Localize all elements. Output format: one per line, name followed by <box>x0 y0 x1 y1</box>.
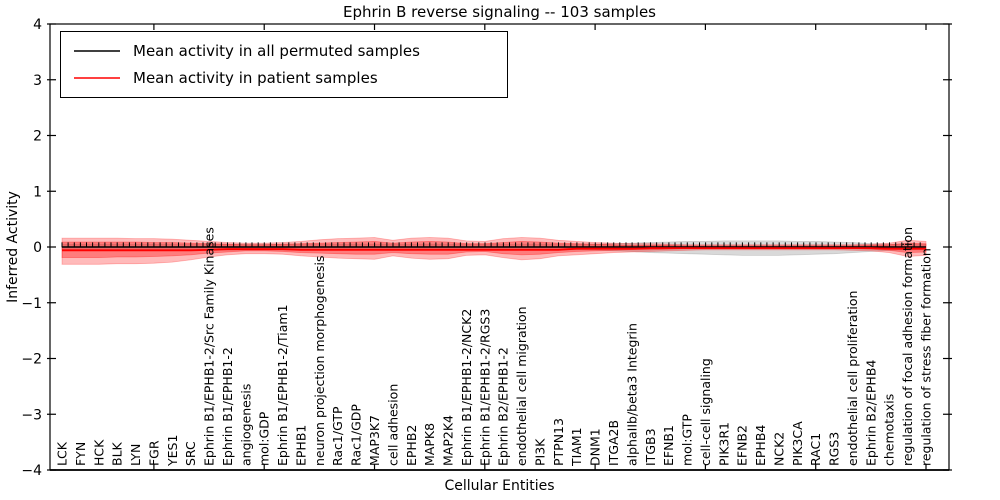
x-tick-label: cell-cell signaling <box>698 358 713 466</box>
x-tick-label: YES1 <box>165 435 180 467</box>
x-tick-label: BLK <box>110 441 125 466</box>
permuted-mean-markers <box>61 242 921 248</box>
x-tick-label: EPHB1 <box>293 425 308 466</box>
y-tick-label: 0 <box>33 240 42 256</box>
x-tick-label: RAC1 <box>808 433 823 466</box>
x-tick-label: RGS3 <box>827 432 842 466</box>
y-tick-label: −4 <box>21 463 42 479</box>
x-tick-label: PTPN13 <box>551 418 566 466</box>
x-tick-label: NCK2 <box>771 432 786 466</box>
x-tick-label: Rac1/GTP <box>330 406 345 466</box>
x-tick-label: TIAM1 <box>569 427 584 467</box>
y-tick-label: 3 <box>33 73 42 89</box>
x-tick-label: neuron projection morphogenesis <box>312 255 327 466</box>
x-tick-label: SRC <box>183 441 198 466</box>
y-tick-label: −2 <box>21 352 42 368</box>
x-tick-label: chemotaxis <box>882 394 897 466</box>
x-tick-label: MAPK8 <box>422 423 437 466</box>
x-tick-label: EFNB2 <box>735 425 750 466</box>
legend-item-permuted: Mean activity in all permuted samples <box>61 37 507 64</box>
x-tick-label: regulation of focal adhesion formation <box>900 227 915 466</box>
y-axis-label: Inferred Activity <box>5 191 21 303</box>
legend-label-patient: Mean activity in patient samples <box>133 68 378 87</box>
x-tick-label: PI3K <box>532 438 547 466</box>
x-tick-label: LCK <box>55 441 70 466</box>
band-1 <box>61 237 927 265</box>
legend-item-patient: Mean activity in patient samples <box>61 64 507 91</box>
chart-title: Ephrin B reverse signaling -- 103 sample… <box>342 3 656 21</box>
x-tick-label: EFNB1 <box>661 425 676 466</box>
x-tick-label: Ephrin B1/EPHB1-2/Src Family Kinases <box>202 227 217 466</box>
x-tick-label: EPHB4 <box>753 425 768 466</box>
legend: Mean activity in all permuted samples Me… <box>60 31 508 98</box>
x-tick-label: EPHB2 <box>404 425 419 466</box>
x-tick-label: mol:GTP <box>680 414 695 466</box>
y-tick-label: 2 <box>33 129 42 145</box>
x-tick-label: PIK3CA <box>790 421 805 466</box>
x-tick-label: Ephrin B2/EPHB4 <box>863 360 878 466</box>
line-patient-mean <box>62 247 926 252</box>
x-tick-label: MAP2K4 <box>441 415 456 466</box>
x-tick-label: regulation of stress fiber formation <box>919 248 934 466</box>
permuted-line-swatch <box>74 49 120 52</box>
x-tick-label: cell adhesion <box>385 384 400 466</box>
x-tick-label: FYN <box>73 442 88 466</box>
x-tick-label: FGR <box>146 440 161 466</box>
x-tick-label: Ephrin B1/EPHB1-2/Tiam1 <box>275 304 290 466</box>
x-tick-label: endothelial cell migration <box>514 306 529 466</box>
x-tick-label: PIK3R1 <box>716 422 731 466</box>
x-tick-label: endothelial cell proliferation <box>845 291 860 466</box>
y-tick-label: 1 <box>33 184 42 200</box>
x-tick-label: Ephrin B1/EPHB1-2/NCK2 <box>459 309 474 466</box>
x-tick-label: mol:GDP <box>257 411 272 466</box>
y-tick-label: −1 <box>21 296 42 312</box>
x-tick-label: MAP3K7 <box>367 415 382 466</box>
x-tick-label: Rac1/GDP <box>349 404 364 466</box>
x-tick-label: angiogenesis <box>238 384 253 466</box>
x-tick-label: HCK <box>91 439 106 466</box>
x-tick-label: LYN <box>128 444 143 466</box>
x-tick-label: DNM1 <box>588 428 603 466</box>
x-tick-label: Ephrin B1/EPHB1-2 <box>220 347 235 466</box>
patient-line-swatch <box>74 76 120 79</box>
x-tick-label: alphaIIb/beta3 Integrin <box>624 323 639 466</box>
x-tick-label: ITGB3 <box>643 428 658 466</box>
x-axis-label: Cellular Entities <box>444 478 555 494</box>
x-tick-label: Ephrin B1/EPHB1-2/RGS3 <box>477 309 492 466</box>
legend-label-permuted: Mean activity in all permuted samples <box>133 41 420 60</box>
y-tick-label: −3 <box>21 407 42 423</box>
x-tick-label: Ephrin B2/EPHB1-2 <box>496 347 511 466</box>
y-tick-label: 4 <box>33 17 42 33</box>
x-tick-label: ITGA2B <box>606 420 621 466</box>
